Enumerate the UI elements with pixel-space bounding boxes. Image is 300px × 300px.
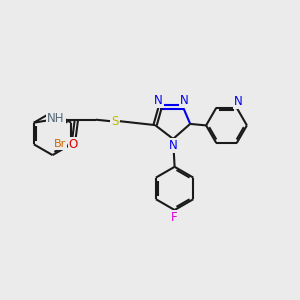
Text: N: N (154, 94, 163, 107)
Text: Br: Br (54, 139, 66, 149)
Text: F: F (171, 211, 178, 224)
Text: NH: NH (47, 112, 65, 125)
Text: N: N (180, 94, 189, 107)
Text: N: N (169, 139, 178, 152)
Text: N: N (234, 94, 243, 108)
Text: O: O (69, 138, 78, 152)
Text: S: S (111, 115, 118, 128)
